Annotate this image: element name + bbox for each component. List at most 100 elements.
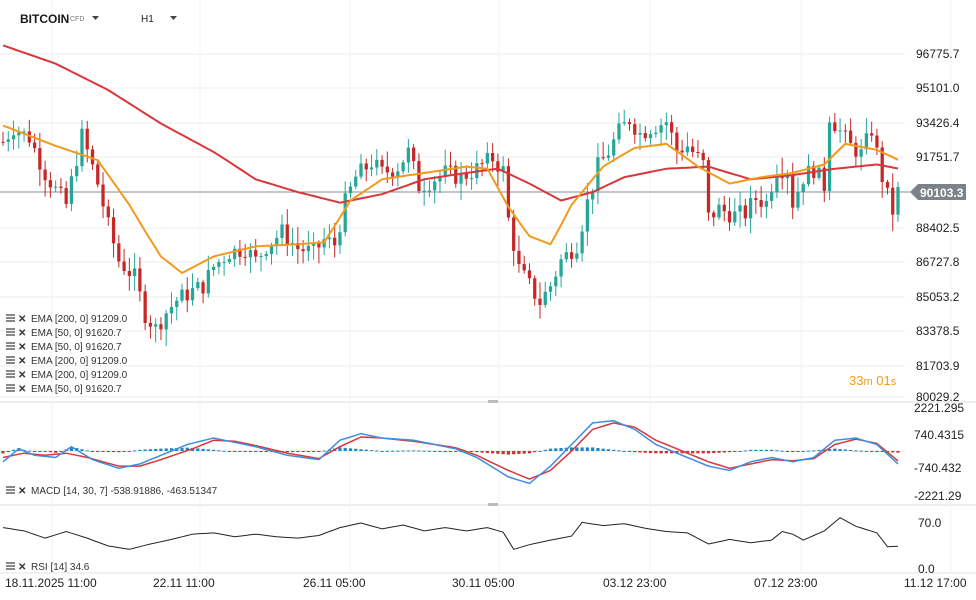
candle-body: [233, 248, 237, 260]
settings-icon[interactable]: [6, 328, 15, 330]
pane-resize-handle[interactable]: [488, 503, 498, 506]
price-pane[interactable]: [0, 44, 910, 346]
macd-histogram-bar: [143, 449, 147, 451]
close-icon[interactable]: ✕: [18, 384, 26, 395]
macd-histogram-bar: [96, 451, 100, 452]
settings-icon[interactable]: [6, 345, 15, 347]
candle-body: [733, 211, 737, 223]
settings-icon[interactable]: [6, 320, 15, 322]
macd-histogram-bar: [891, 451, 895, 453]
candle-body: [854, 142, 858, 157]
close-icon[interactable]: ✕: [18, 370, 26, 381]
candle-body: [875, 135, 879, 148]
macd-histogram-bar: [848, 449, 853, 451]
price-tick-label: 88402.5: [916, 221, 960, 235]
settings-icon[interactable]: [6, 492, 15, 494]
rsi-pane[interactable]: [2, 517, 899, 550]
symbol-dropdown-icon[interactable]: [92, 16, 99, 20]
timeframe-label[interactable]: H1: [141, 14, 154, 25]
macd-histogram-bar: [548, 448, 553, 451]
indicator-legends: ✕ EMA [200, 0] 91209.0 ✕ EMA [50, 0] 91620.…: [6, 314, 218, 573]
macd-pane[interactable]: [0, 419, 905, 485]
settings-icon[interactable]: [6, 562, 15, 564]
macd-histogram-bar: [11, 449, 16, 451]
settings-icon[interactable]: [6, 314, 15, 316]
candle-body: [459, 172, 463, 184]
ema-legend[interactable]: ✕ EMA [50, 0] 91620.7: [6, 384, 122, 395]
close-icon[interactable]: ✕: [18, 314, 26, 325]
candle-body: [617, 123, 621, 140]
settings-icon[interactable]: [6, 387, 15, 389]
settings-icon[interactable]: [6, 334, 15, 336]
ema-legend[interactable]: ✕ EMA [50, 0] 91620.7: [6, 328, 122, 339]
timeframe-dropdown-icon[interactable]: [170, 16, 177, 20]
ema-legend[interactable]: ✕ EMA [50, 0] 91620.7: [6, 342, 122, 353]
candle-body: [248, 250, 253, 258]
macd-histogram-bar: [843, 449, 847, 451]
settings-icon[interactable]: [6, 370, 15, 372]
indicator-legend-label: EMA [200, 0] 91209.0: [31, 314, 128, 325]
ema-200-line: [2, 44, 899, 204]
candle-body: [227, 259, 232, 263]
candle-body: [180, 289, 184, 301]
settings-icon[interactable]: [6, 359, 15, 361]
macd-legend[interactable]: ✕ MACD [14, 30, 7] -538.91886, -463.51347: [6, 486, 218, 497]
settings-icon[interactable]: [6, 362, 15, 364]
close-icon[interactable]: ✕: [18, 486, 26, 497]
settings-icon[interactable]: [6, 568, 15, 570]
macd-histogram-bar: [633, 451, 637, 453]
macd-histogram-bar: [717, 451, 721, 453]
macd-histogram-bar: [512, 451, 516, 455]
settings-icon[interactable]: [6, 356, 15, 358]
macd-histogram-bar: [785, 451, 790, 452]
macd-histogram-bar: [748, 449, 753, 451]
macd-histogram-bar: [775, 450, 779, 452]
price-axis[interactable]: 96775.7 95101.0 93426.4 91751.7 88402.5 86727…: [914, 47, 964, 576]
macd-histogram-bar: [322, 450, 326, 452]
macd-histogram-bar: [806, 450, 811, 452]
macd-histogram-bar: [285, 451, 289, 453]
candle-body: [564, 252, 568, 260]
settings-icon[interactable]: [6, 342, 15, 344]
settings-icon[interactable]: [6, 348, 15, 350]
pane-resize-handle[interactable]: [488, 400, 498, 403]
candle-body: [543, 291, 547, 305]
close-icon[interactable]: ✕: [18, 562, 26, 573]
ema-legend[interactable]: ✕ EMA [200, 0] 91209.0: [6, 314, 128, 325]
settings-icon[interactable]: [6, 373, 15, 375]
candle-body: [743, 205, 747, 219]
settings-icon[interactable]: [6, 486, 15, 488]
price-tick-label: 96775.7: [916, 47, 960, 61]
settings-icon[interactable]: [6, 317, 15, 319]
candle-body: [243, 256, 247, 258]
settings-icon[interactable]: [6, 390, 15, 392]
macd-histogram-bar: [475, 451, 479, 453]
settings-icon[interactable]: [6, 565, 15, 567]
macd-histogram-bar: [870, 451, 874, 452]
macd-histogram-bar: [522, 451, 526, 454]
ema-legend[interactable]: ✕ EMA [200, 0] 91209.0: [6, 370, 128, 381]
close-icon[interactable]: ✕: [18, 328, 26, 339]
candle-body: [27, 131, 31, 143]
macd-histogram-bar: [427, 450, 432, 452]
indicator-legend-label: RSI [14] 34.6: [31, 562, 90, 573]
rsi-legend[interactable]: ✕ RSI [14] 34.6: [6, 562, 90, 573]
ema-legend[interactable]: ✕ EMA [200, 0] 91209.0: [6, 356, 128, 367]
settings-icon[interactable]: [6, 331, 15, 333]
time-axis[interactable]: 18.11.2025 11:00 22.11 11:00 26.11 05:00 30…: [5, 576, 967, 590]
close-icon[interactable]: ✕: [18, 342, 26, 353]
candle-body: [238, 248, 242, 257]
candle-body: [6, 139, 10, 142]
macd-histogram-bar: [206, 449, 210, 451]
settings-icon[interactable]: [6, 376, 15, 378]
macd-histogram-bar: [643, 451, 647, 453]
close-icon[interactable]: ✕: [18, 356, 26, 367]
candle-body: [211, 266, 216, 270]
settings-icon[interactable]: [6, 384, 15, 386]
macd-histogram-bar: [85, 450, 89, 452]
settings-icon[interactable]: [6, 489, 15, 491]
symbol-name[interactable]: BITCOIN: [20, 12, 69, 26]
macd-histogram-bar: [290, 451, 295, 453]
price-tick-label: 83378.5: [916, 324, 960, 338]
